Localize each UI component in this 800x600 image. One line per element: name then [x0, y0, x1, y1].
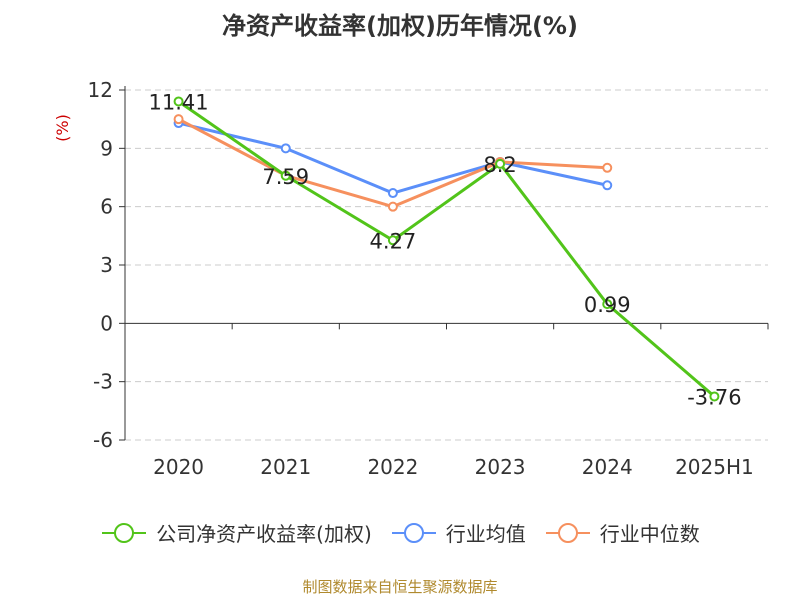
source-footer: 制图数据来自恒生聚源数据库: [302, 578, 498, 596]
x-tick-label: 2023: [475, 455, 526, 479]
y-tick-label: 12: [88, 78, 113, 102]
data-point-0: [709, 391, 720, 402]
legend-item-industry-median[interactable]: 行业中位数: [544, 518, 700, 547]
data-label: 8.2: [483, 153, 516, 177]
data-point-0: [495, 158, 506, 169]
y-tick-label: 6: [100, 195, 113, 219]
data-point-0: [173, 96, 184, 107]
data-point-1: [602, 180, 613, 191]
y-tick-label: -6: [93, 428, 113, 452]
data-label: 7.59: [262, 165, 309, 189]
x-tick-label: 2021: [260, 455, 311, 479]
y-tick-label: 0: [100, 311, 113, 335]
series-line-1: [178, 121, 608, 195]
data-point-2: [173, 114, 184, 125]
y-tick-label: -3: [93, 370, 113, 394]
chart-title: 净资产收益率(加权)历年情况(%): [222, 12, 578, 40]
data-point-1: [387, 188, 398, 199]
legend-industry-avg-label: 行业均值: [445, 522, 526, 546]
data-label: 4.27: [370, 229, 417, 253]
legend-company-swatch-icon: [102, 522, 147, 543]
series-line-0: [177, 100, 716, 398]
y-tick-label: 3: [100, 253, 113, 277]
legend-industry-median-swatch-icon: [545, 522, 590, 543]
legend-company-label: 公司净资产收益率(加权): [156, 522, 372, 546]
legend-industry-avg-swatch-icon: [391, 522, 436, 543]
data-label: 0.99: [584, 293, 631, 317]
data-point-0: [280, 170, 291, 181]
legend-item-company[interactable]: 公司净资产收益率(加权): [100, 518, 372, 547]
data-point-0: [387, 235, 398, 246]
y-tick-label: 9: [100, 136, 113, 160]
x-tick-label: 2020: [153, 455, 204, 479]
data-point-2: [387, 201, 398, 212]
legend-industry-median-label: 行业中位数: [599, 522, 700, 546]
legend-item-industry-avg[interactable]: 行业均值: [390, 518, 526, 547]
data-point-1: [280, 143, 291, 154]
x-tick-label: 2024: [582, 455, 633, 479]
x-tick-label: 2025H1: [675, 455, 754, 479]
legend: 公司净资产收益率(加权) 行业均值 行业中位数: [0, 518, 800, 547]
data-label: -3.76: [687, 385, 741, 409]
data-label: 11.41: [149, 90, 209, 114]
data-point-0: [602, 299, 613, 310]
data-point-2: [602, 162, 613, 173]
y-axis-unit: (%): [53, 114, 72, 142]
x-tick-label: 2022: [367, 455, 418, 479]
